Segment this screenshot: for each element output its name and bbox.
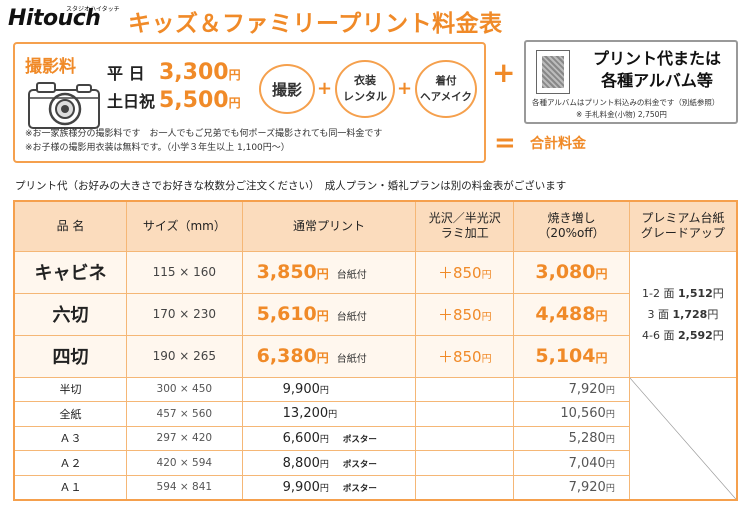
price-table: 品 名 サイズ（mm） 通常プリント 光沢／半光沢 ラミ加工 焼き増し （20%… <box>13 200 738 501</box>
table-row: 四切 190 × 265 6,380円 台紙付 ＋850円 5,104円 <box>13 334 737 378</box>
row-name: 全紙 <box>13 401 128 427</box>
logo-text: Hitouch <box>8 6 101 31</box>
table-row: 六切 170 × 230 5,610円 台紙付 ＋850円 4,488円 <box>13 292 737 336</box>
big-plus: + <box>492 56 516 89</box>
row-extra: 5,280円 <box>513 425 630 452</box>
row-size: 457 × 560 <box>126 401 243 427</box>
row-size: 170 × 230 <box>126 292 243 336</box>
album-icon <box>536 50 570 94</box>
plus-1: + <box>317 78 333 99</box>
table-row: Ａ２ 420 × 594 8,800円 ポスター 7,040円 <box>13 450 737 476</box>
weekday-price: 3,300 <box>159 60 229 85</box>
row-name: 四切 <box>13 334 128 378</box>
row-extra: 5,104円 <box>513 334 630 378</box>
table-row: 全紙 457 × 560 13,200円 10,560円 <box>13 401 737 427</box>
header-size: サイズ（mm） <box>126 200 243 252</box>
premium-na-cell <box>628 376 738 501</box>
row-gloss-empty <box>415 425 515 452</box>
print-box-note-2: ※ 手札料金(小物) 2,750円 <box>576 110 667 119</box>
header-extra: 焼き増し （20%off） <box>513 200 630 252</box>
row-price: 8,800円 ポスター <box>241 450 417 476</box>
row-extra: 4,488円 <box>513 292 630 336</box>
diagonal-slash <box>629 377 736 499</box>
total-label: 合計料金 <box>530 136 586 152</box>
weekend-price-row: 土日祝 5,500円 <box>107 88 241 113</box>
camera-icon <box>28 82 100 129</box>
row-price: 3,850円 台紙付 <box>241 250 417 294</box>
row-name: キャビネ <box>13 250 128 294</box>
session-fee-label: 撮影料 <box>25 57 76 77</box>
premium-item: 1-2 面 1,512円 <box>642 286 724 300</box>
row-size: 115 × 160 <box>126 250 243 294</box>
print-album-box: プリント代または 各種アルバム等 各種アルバムはプリント料込みの料金です（別紙参… <box>524 40 738 124</box>
weekend-yen: 円 <box>228 96 241 110</box>
logo-subtext: スタジオハイタッチ <box>66 6 120 13</box>
weekday-price-row: 平 日 3,300円 <box>107 60 241 85</box>
print-box-title: プリント代または 各種アルバム等 <box>592 49 721 90</box>
session-note-2: ※お子様の撮影用衣装は無料です。（小学３年生以上 1,100円〜） <box>25 143 290 153</box>
row-gloss: ＋850円 <box>415 250 515 294</box>
bubble-photo: 撮影 <box>259 64 315 114</box>
plus-2: + <box>397 78 413 99</box>
row-name: 六切 <box>13 292 128 336</box>
weekday-yen: 円 <box>228 68 241 82</box>
bubble-hairmake: 着付 ヘアメイク <box>415 60 477 118</box>
row-gloss-empty <box>415 474 515 501</box>
row-price: 6,380円 台紙付 <box>241 334 417 378</box>
row-name: Ａ２ <box>13 450 128 476</box>
row-size: 297 × 420 <box>126 425 243 452</box>
row-gloss: ＋850円 <box>415 292 515 336</box>
table-row: キャビネ 115 × 160 3,850円 台紙付 ＋850円 3,080円 1-… <box>13 250 738 378</box>
row-price: 9,900円 ポスター <box>241 474 417 501</box>
row-extra: 7,920円 <box>513 474 630 501</box>
row-price: 5,610円 台紙付 <box>241 292 417 336</box>
equals-sign: = <box>494 128 516 158</box>
row-gloss-empty <box>415 450 515 476</box>
row-size: 420 × 594 <box>126 450 243 476</box>
session-fee-box: 撮影料 平 日 3,300円 土日祝 5,500円 撮影 + 衣装 レンタル + 着… <box>13 42 486 163</box>
row-price: 9,900円 <box>241 376 417 403</box>
page-title: キッズ＆ファミリープリント料金表 <box>128 11 503 37</box>
premium-upgrade-cell: 1-2 面 1,512円 3 面 1,728円 4-6 面 2,592円 <box>628 250 738 378</box>
header-premium: プレミアム台紙 グレードアップ <box>628 200 738 252</box>
row-extra: 7,040円 <box>513 450 630 476</box>
weekday-label: 平 日 <box>107 64 145 83</box>
table-row: Ａ１ 594 × 841 9,900円 ポスター 7,920円 <box>13 474 737 501</box>
row-extra: 10,560円 <box>513 401 630 427</box>
row-price: 6,600円 ポスター <box>241 425 417 452</box>
row-gloss-empty <box>415 376 515 403</box>
price-table-caption: プリント代（お好みの大きさでお好きな枚数分ご注文ください） 成人プラン・婚礼プラ… <box>15 180 567 192</box>
row-size: 190 × 265 <box>126 334 243 378</box>
header-name: 品 名 <box>13 200 128 252</box>
header-gloss: 光沢／半光沢 ラミ加工 <box>415 200 515 252</box>
bubble-costume: 衣装 レンタル <box>335 60 395 118</box>
premium-item: 3 面 1,728円 <box>647 307 719 321</box>
row-price: 13,200円 <box>241 401 417 427</box>
table-header-row: 品 名 サイズ（mm） 通常プリント 光沢／半光沢 ラミ加工 焼き増し （20%… <box>13 200 738 252</box>
weekend-label: 土日祝 <box>107 92 156 111</box>
row-gloss: ＋850円 <box>415 334 515 378</box>
row-extra: 7,920円 <box>513 376 630 403</box>
row-size: 594 × 841 <box>126 474 243 501</box>
premium-item: 4-6 面 2,592円 <box>642 328 724 342</box>
header-print: 通常プリント <box>241 200 417 252</box>
print-box-note-1: 各種アルバムはプリント料込みの料金です（別紙参照） <box>532 98 720 107</box>
weekend-price: 5,500 <box>159 88 229 113</box>
studio-logo: Hitouch スタジオハイタッチ <box>8 6 120 32</box>
row-extra: 3,080円 <box>513 250 630 294</box>
row-name: 半切 <box>13 376 128 403</box>
row-name: Ａ３ <box>13 425 128 452</box>
table-row: 半切 300 × 450 9,900円 7,920円 <box>13 376 738 501</box>
row-gloss-empty <box>415 401 515 427</box>
row-size: 300 × 450 <box>126 376 243 403</box>
session-note-1: ※お一家族様分の撮影料です お一人でもご兄弟でも何ポーズ撮影されても同一料金です <box>25 129 383 139</box>
row-name: Ａ１ <box>13 474 128 501</box>
